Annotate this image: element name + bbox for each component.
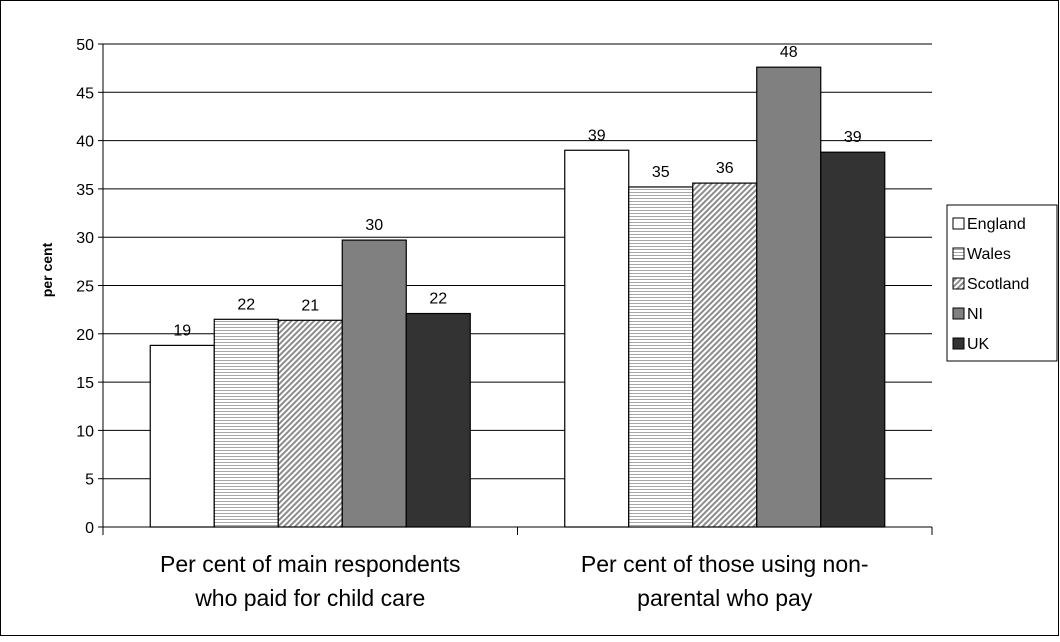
y-tick-label: 0 (85, 520, 94, 537)
legend-swatch (952, 277, 965, 290)
y-axis-title: per cent (39, 242, 55, 297)
y-tick-label: 5 (85, 472, 94, 489)
y-tick-label: 35 (76, 182, 94, 199)
legend-label: England (967, 216, 1026, 233)
x-category-label: parental who pay (637, 585, 813, 611)
x-category-label: Per cent of main respondents (160, 551, 460, 577)
bar-ni (341, 239, 407, 528)
bar-wales (628, 186, 694, 528)
data-label: 22 (429, 291, 447, 308)
y-tick-label: 40 (76, 134, 94, 151)
data-label: 21 (301, 297, 319, 314)
legend-label: NI (967, 306, 983, 323)
legend-swatch (952, 247, 965, 260)
bar-wales (213, 318, 279, 528)
data-label: 22 (237, 296, 255, 313)
bar-uk (405, 312, 471, 528)
data-label: 35 (652, 164, 670, 181)
legend-label: Wales (967, 246, 1011, 263)
data-label: 39 (588, 127, 606, 144)
data-label: 19 (173, 322, 191, 339)
data-label: 48 (780, 44, 798, 61)
bar-scotland (277, 319, 343, 528)
legend-swatch (952, 307, 965, 320)
bar-scotland (692, 182, 758, 528)
legend-swatch (952, 337, 965, 350)
y-tick-label: 10 (76, 423, 94, 440)
y-tick-label: 25 (76, 279, 94, 296)
legend-box (946, 204, 1058, 362)
bar-ni (756, 66, 822, 528)
x-category-label: Per cent of those using non- (581, 551, 869, 577)
legend-label: Scotland (967, 276, 1029, 293)
y-tick-label: 45 (76, 85, 94, 102)
data-label: 36 (716, 160, 734, 177)
legend-label: UK (967, 336, 990, 353)
bar-uk (820, 151, 886, 528)
y-tick-label: 50 (76, 37, 94, 54)
y-tick-label: 30 (76, 230, 94, 247)
bar-england (564, 149, 630, 528)
bar-england (149, 344, 215, 528)
y-tick-label: 20 (76, 327, 94, 344)
y-tick-label: 15 (76, 375, 94, 392)
x-category-label: who paid for child care (194, 585, 425, 611)
data-label: 30 (365, 217, 383, 234)
data-label: 39 (844, 129, 862, 146)
legend-swatch (952, 217, 965, 230)
